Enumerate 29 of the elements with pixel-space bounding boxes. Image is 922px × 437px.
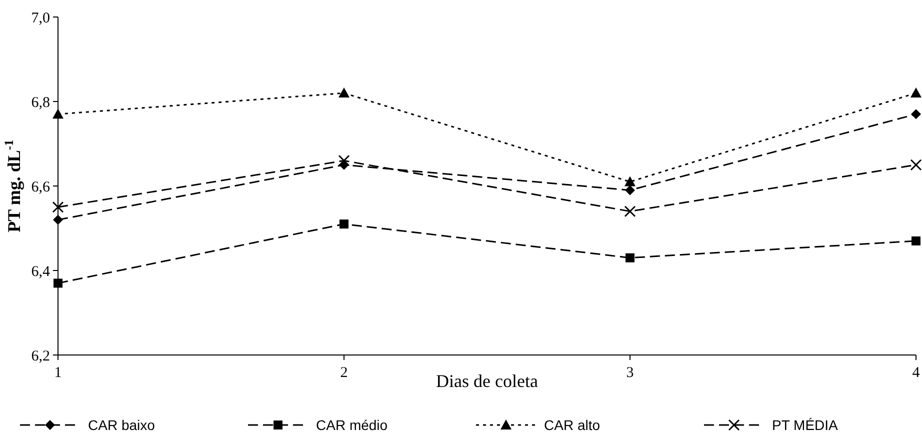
y-tick-label: 6,2 <box>31 348 50 364</box>
legend-label: PT MÉDIA <box>772 416 839 433</box>
point <box>910 159 922 171</box>
point <box>54 278 62 288</box>
x-tick-label: 1 <box>54 365 62 381</box>
point <box>53 214 63 225</box>
point <box>52 108 64 119</box>
legend-label: CAR alto <box>544 416 600 433</box>
point <box>338 154 350 166</box>
point <box>624 206 636 218</box>
legend-label: CAR baixo <box>88 416 156 433</box>
y-tick-label: 6,4 <box>31 264 50 280</box>
x-tick-label: 4 <box>912 365 920 381</box>
point <box>911 109 921 120</box>
point <box>338 88 350 98</box>
point <box>912 236 920 246</box>
point <box>624 176 636 186</box>
x-axis-title: Dias de coleta <box>436 371 538 391</box>
y-tick-label: 7,0 <box>31 10 50 26</box>
y-tick-label: 6,8 <box>31 94 50 111</box>
x-tick-label: 3 <box>626 365 634 381</box>
point <box>626 253 634 262</box>
legend-label: CAR médio <box>316 416 388 433</box>
y-tick-label: 6,6 <box>31 179 50 196</box>
point <box>625 185 635 196</box>
point <box>910 88 922 98</box>
point <box>340 220 348 229</box>
point <box>52 201 64 213</box>
x-tick-label: 2 <box>340 365 348 381</box>
